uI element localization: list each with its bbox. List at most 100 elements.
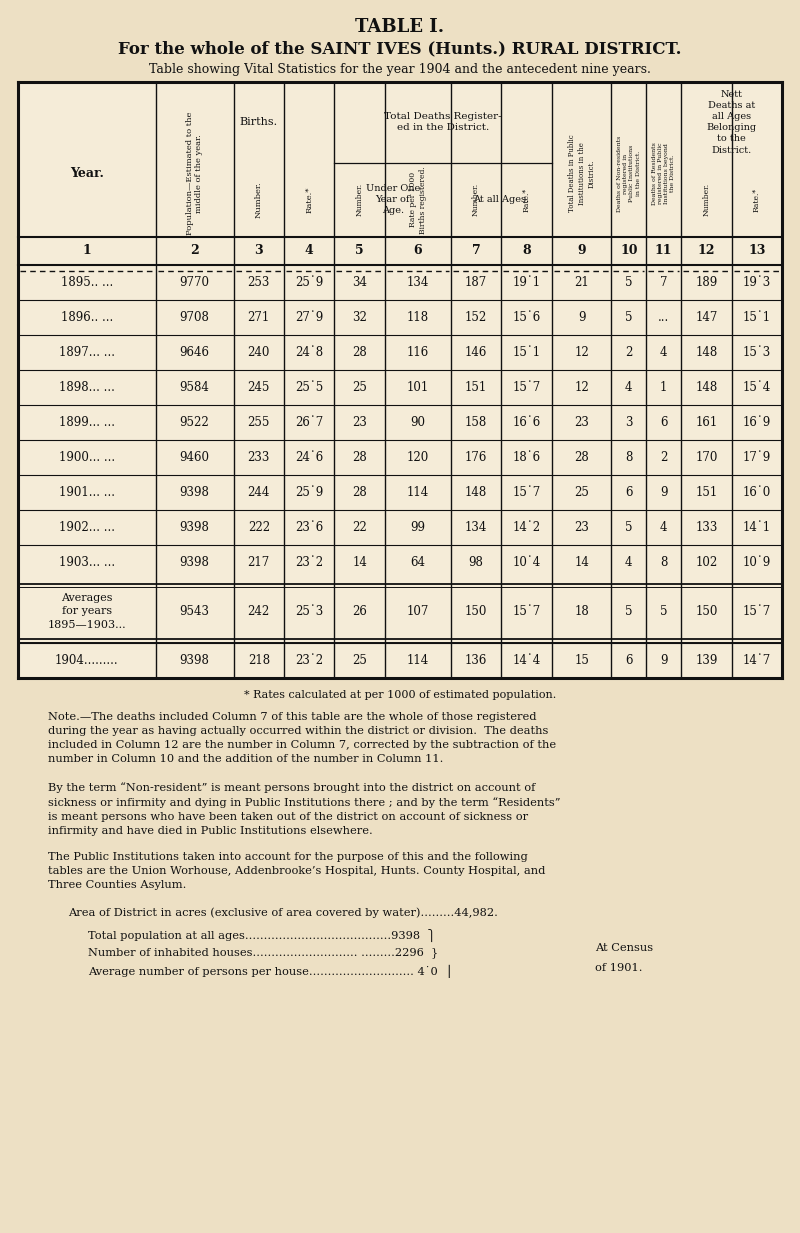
Text: 64: 64: [410, 556, 426, 568]
Text: 133: 133: [695, 522, 718, 534]
Text: 9: 9: [660, 653, 667, 667]
Text: 139: 139: [695, 653, 718, 667]
Text: 134: 134: [465, 522, 487, 534]
Text: Rate.*: Rate.*: [753, 187, 761, 212]
Text: 152: 152: [465, 311, 487, 324]
Text: 25˙9: 25˙9: [295, 276, 323, 289]
Text: 15˙7: 15˙7: [513, 381, 541, 395]
Text: 98: 98: [469, 556, 483, 568]
Text: 8: 8: [522, 244, 531, 258]
Text: 23˙2: 23˙2: [295, 556, 323, 568]
Text: 25: 25: [574, 486, 589, 499]
Text: Number.: Number.: [356, 184, 364, 216]
Text: The Public Institutions taken into account for the purpose of this and the follo: The Public Institutions taken into accou…: [48, 852, 546, 890]
Text: 4: 4: [625, 381, 633, 395]
Text: 151: 151: [465, 381, 487, 395]
Text: 242: 242: [248, 605, 270, 618]
Text: 6: 6: [625, 486, 633, 499]
Text: 5: 5: [625, 276, 633, 289]
Text: Table showing Vital Statistics for the year 1904 and the antecedent nine years.: Table showing Vital Statistics for the y…: [149, 63, 651, 76]
Text: 34: 34: [352, 276, 367, 289]
Text: 189: 189: [695, 276, 718, 289]
Text: By the term “Non-resident” is meant persons brought into the district on account: By the term “Non-resident” is meant pers…: [48, 782, 561, 836]
Text: 148: 148: [695, 381, 718, 395]
Text: Population—Estimated to the
middle of the year.: Population—Estimated to the middle of th…: [186, 112, 203, 236]
Text: 116: 116: [406, 346, 429, 359]
Text: Rate.*: Rate.*: [522, 187, 530, 212]
Text: 14: 14: [574, 556, 589, 568]
Text: 4: 4: [660, 346, 667, 359]
Text: 14˙2: 14˙2: [513, 522, 541, 534]
Text: 12: 12: [574, 381, 589, 395]
Text: Number.: Number.: [254, 181, 262, 218]
Text: 16˙9: 16˙9: [742, 416, 771, 429]
Text: Averages
for years
1895—1903...: Averages for years 1895—1903...: [47, 593, 126, 630]
Text: Total population at all ages.......................................9398  ⎫: Total population at all ages............…: [88, 928, 436, 942]
Text: At Census: At Census: [595, 943, 653, 953]
Text: 9460: 9460: [179, 451, 210, 464]
Text: 150: 150: [695, 605, 718, 618]
Text: Total Deaths in Public
Institutions in the
District.: Total Deaths in Public Institutions in t…: [568, 134, 595, 212]
Text: 148: 148: [695, 346, 718, 359]
Text: 21: 21: [574, 276, 589, 289]
Text: 161: 161: [695, 416, 718, 429]
Text: 151: 151: [695, 486, 718, 499]
Text: 14: 14: [352, 556, 367, 568]
Bar: [18, 83, 782, 678]
Text: of 1901.: of 1901.: [595, 963, 642, 973]
Text: 102: 102: [695, 556, 718, 568]
Text: 1895.. ...: 1895.. ...: [61, 276, 113, 289]
Text: 15˙1: 15˙1: [742, 311, 771, 324]
Text: 9646: 9646: [179, 346, 210, 359]
Text: Number of inhabited houses............................ .........2296  }: Number of inhabited houses..............…: [88, 947, 438, 958]
Text: 134: 134: [406, 276, 429, 289]
Text: 32: 32: [352, 311, 367, 324]
Text: 1899... ...: 1899... ...: [58, 416, 114, 429]
Text: 1901... ...: 1901... ...: [58, 486, 114, 499]
Text: Total Deaths Register-
ed in the District.: Total Deaths Register- ed in the Distric…: [384, 112, 502, 132]
Text: * Rates calculated at per 1000 of estimated population.: * Rates calculated at per 1000 of estima…: [244, 690, 556, 700]
Text: 218: 218: [248, 653, 270, 667]
Text: 7: 7: [472, 244, 481, 258]
Text: TABLE I.: TABLE I.: [355, 18, 445, 36]
Text: 25: 25: [352, 381, 367, 395]
Text: 10˙9: 10˙9: [742, 556, 771, 568]
Text: 147: 147: [695, 311, 718, 324]
Text: Births.: Births.: [240, 117, 278, 127]
Text: 2: 2: [660, 451, 667, 464]
Text: 1902... ...: 1902... ...: [58, 522, 114, 534]
Text: 1903... ...: 1903... ...: [58, 556, 115, 568]
Text: 158: 158: [465, 416, 487, 429]
Text: 15˙7: 15˙7: [513, 605, 541, 618]
Text: 24˙8: 24˙8: [295, 346, 323, 359]
Text: 18˙6: 18˙6: [513, 451, 541, 464]
Text: 1900... ...: 1900... ...: [58, 451, 115, 464]
Text: 2: 2: [190, 244, 199, 258]
Text: 217: 217: [248, 556, 270, 568]
Text: 240: 240: [247, 346, 270, 359]
Text: 9398: 9398: [180, 522, 210, 534]
Text: 28: 28: [352, 346, 367, 359]
Text: 23: 23: [574, 522, 589, 534]
Text: 255: 255: [247, 416, 270, 429]
Text: 23˙6: 23˙6: [295, 522, 323, 534]
Text: 17˙9: 17˙9: [742, 451, 771, 464]
Text: 6: 6: [660, 416, 667, 429]
Text: 4: 4: [305, 244, 314, 258]
Text: 9543: 9543: [179, 605, 210, 618]
Text: 28: 28: [352, 486, 367, 499]
Text: 101: 101: [406, 381, 429, 395]
Text: 233: 233: [247, 451, 270, 464]
Text: 9398: 9398: [180, 486, 210, 499]
Text: 9: 9: [578, 244, 586, 258]
Text: 27˙9: 27˙9: [295, 311, 323, 324]
Text: 28: 28: [352, 451, 367, 464]
Text: 1: 1: [660, 381, 667, 395]
Text: 12: 12: [698, 244, 715, 258]
Text: 90: 90: [410, 416, 426, 429]
Text: 11: 11: [655, 244, 673, 258]
Text: 3: 3: [254, 244, 263, 258]
Text: 271: 271: [248, 311, 270, 324]
Text: 150: 150: [465, 605, 487, 618]
Text: Deaths of Non-residents
registered in
Public Institutions
in the District.: Deaths of Non-residents registered in Pu…: [617, 136, 641, 212]
